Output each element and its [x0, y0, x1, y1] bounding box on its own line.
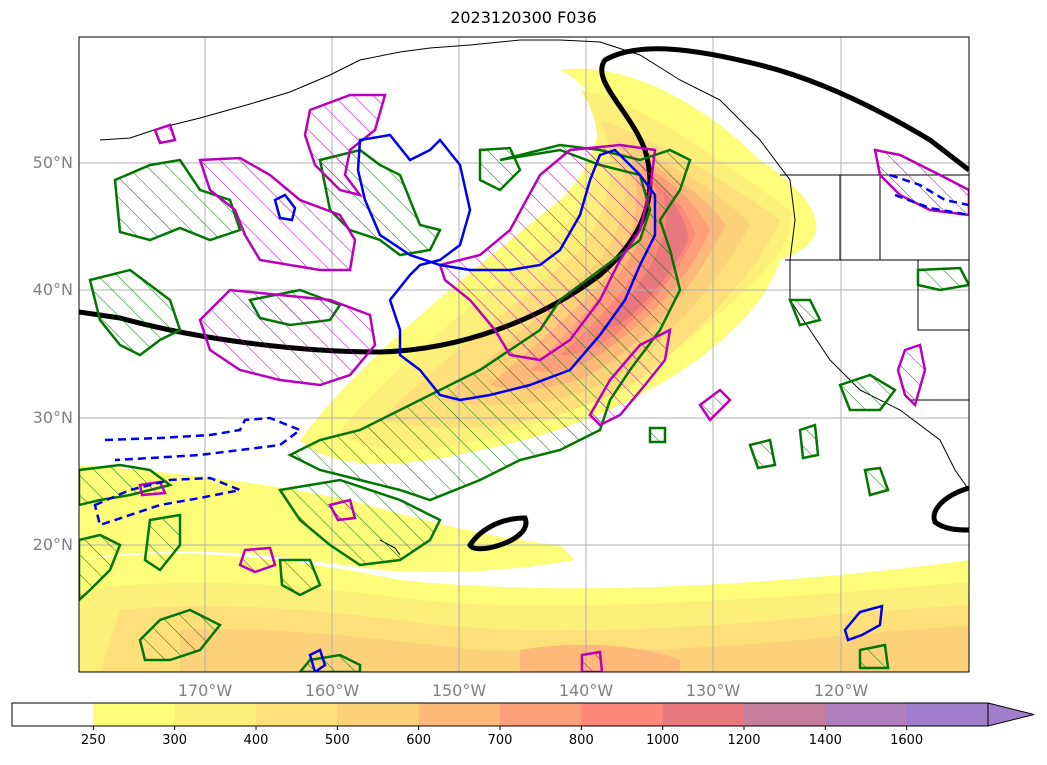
map-title: 2023120300 F036	[450, 8, 597, 27]
colorbar-segment	[12, 703, 94, 726]
lat-label-50: 50°N	[32, 153, 73, 172]
colorbar-segment	[337, 703, 420, 726]
colorbar-tick-label: 500	[324, 733, 350, 748]
colorbar-segment	[825, 703, 908, 726]
colorbar-tick-label: 1200	[727, 733, 761, 748]
height-anomaly-negative-dashed	[93, 173, 969, 527]
colorbar-tick-label: 1400	[808, 733, 842, 748]
colorbar-segment	[906, 703, 989, 726]
colorbar-segment	[174, 703, 257, 726]
colorbar-tick-label: 600	[406, 733, 432, 748]
colorbar-segment	[256, 703, 338, 726]
colorbar-tick-label: 1600	[890, 733, 924, 748]
colorbar-tick-label: 700	[487, 733, 513, 748]
lon-label-170w: 170°W	[177, 681, 233, 700]
colorbar-segment	[662, 703, 745, 726]
lat-label-30: 30°N	[32, 408, 73, 427]
colorbar-segment	[418, 703, 501, 726]
colorbar-segment	[581, 703, 664, 726]
colorbar-tick-label: 400	[243, 733, 269, 748]
lon-label-160w: 160°W	[304, 681, 360, 700]
colorbar	[11, 702, 1035, 730]
lon-label-120w: 120°W	[813, 681, 869, 700]
lat-label-40: 40°N	[32, 280, 73, 299]
colorbar-tick-label: 250	[80, 733, 106, 748]
height-anomaly-positive	[138, 93, 969, 672]
lon-label-140w: 140°W	[558, 681, 614, 700]
colorbar-segment	[93, 703, 176, 726]
height-anomaly-negative	[273, 133, 884, 672]
lon-label-130w: 130°W	[685, 681, 741, 700]
colorbar-segment	[744, 703, 826, 726]
lon-label-150w: 150°W	[431, 681, 487, 700]
lat-label-20: 20°N	[32, 535, 73, 554]
colorbar-tick-label: 300	[162, 733, 188, 748]
colorbar-tick-label: 800	[568, 733, 594, 748]
colorbar-segment	[500, 703, 582, 726]
colorbar-extend-arrow	[987, 702, 1035, 727]
coastlines	[99, 39, 969, 556]
colorbar-tick-label: 1000	[646, 733, 680, 748]
